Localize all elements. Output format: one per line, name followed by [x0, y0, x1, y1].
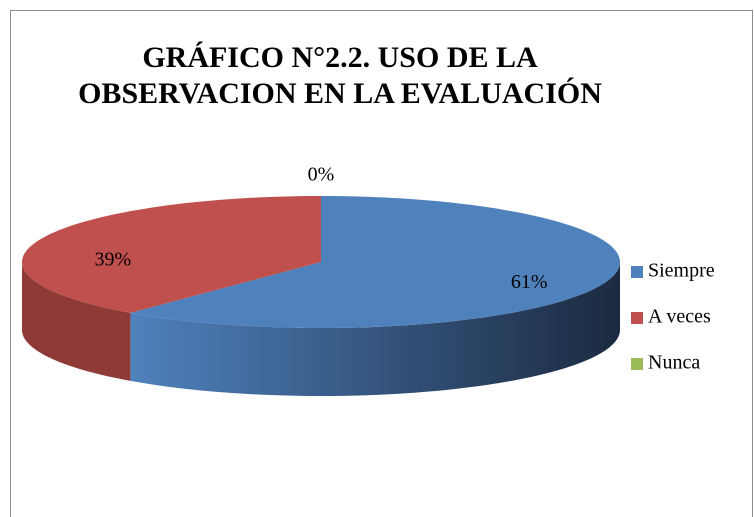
chart-title: OBSERVACION EN LA EVALUACIÓN: [78, 77, 602, 110]
legend-swatch: [631, 266, 643, 278]
legend-label: Siempre: [648, 260, 715, 282]
legend-swatch: [631, 312, 643, 324]
legend-label: A veces: [648, 306, 711, 328]
data-label: 61%: [511, 271, 548, 293]
pie-slice: [130, 196, 620, 328]
pie-slice: [22, 196, 321, 313]
chart-title: GRÁFICO N°2.2. USO DE LA: [142, 41, 538, 74]
pie-side: [130, 262, 621, 396]
legend-label: Nunca: [648, 352, 700, 374]
data-label: 39%: [94, 248, 131, 270]
pie-side: [22, 262, 131, 381]
legend-swatch: [631, 358, 643, 370]
data-label: 0%: [308, 164, 335, 186]
